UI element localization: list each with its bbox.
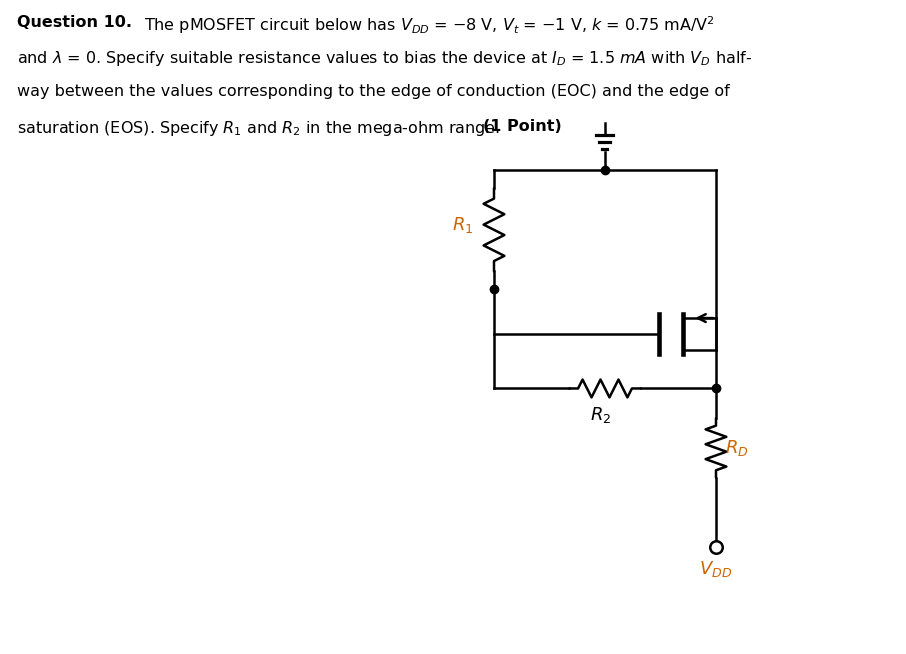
Text: (1 Point): (1 Point) bbox=[483, 119, 562, 134]
Text: and $\lambda$ = 0. Specify suitable resistance values to bias the device at $I_D: and $\lambda$ = 0. Specify suitable resi… bbox=[17, 50, 752, 69]
Text: $R_2$: $R_2$ bbox=[590, 405, 611, 425]
Text: $V_{DD}$: $V_{DD}$ bbox=[699, 559, 733, 579]
Text: $R_1$: $R_1$ bbox=[452, 215, 473, 235]
Text: $R_D$: $R_D$ bbox=[726, 438, 749, 458]
Text: Question 10.: Question 10. bbox=[17, 14, 132, 29]
Text: The pMOSFET circuit below has $V_{DD}$ = $-$8 V, $V_t$ = $-$1 V, $k$ = 0.75 mA/V: The pMOSFET circuit below has $V_{DD}$ =… bbox=[144, 14, 715, 37]
Text: saturation (EOS). Specify $R_1$ and $R_2$ in the mega-ohm range.: saturation (EOS). Specify $R_1$ and $R_2… bbox=[17, 119, 502, 138]
Text: way between the values corresponding to the edge of conduction (EOC) and the edg: way between the values corresponding to … bbox=[17, 84, 729, 99]
